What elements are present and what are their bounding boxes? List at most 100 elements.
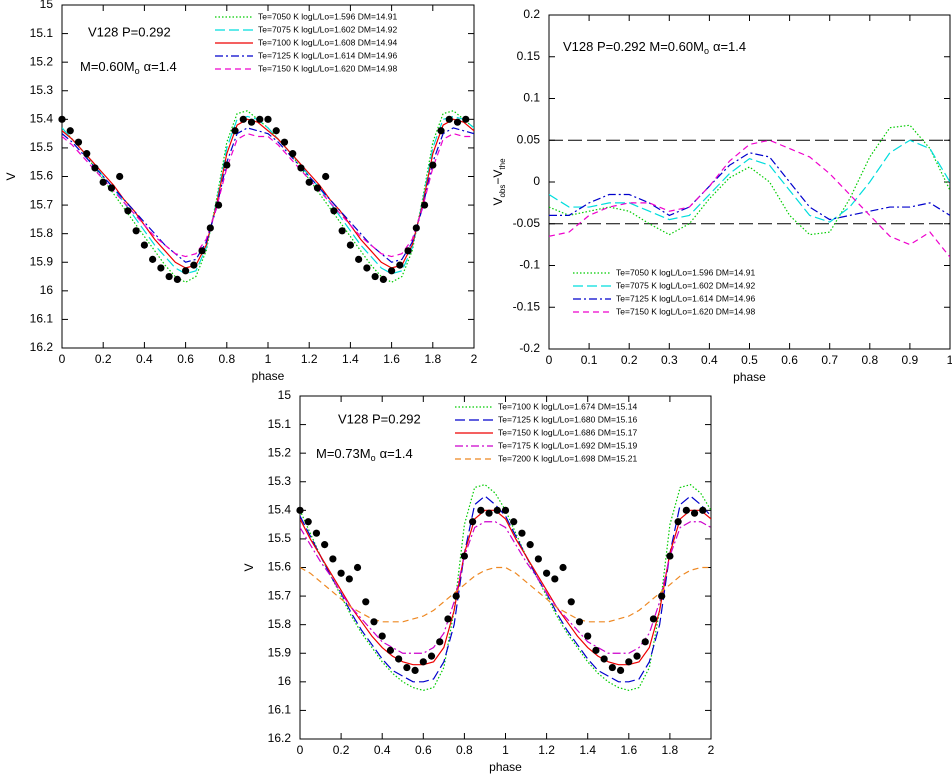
observation	[329, 555, 337, 563]
observation	[337, 569, 345, 577]
lines	[300, 483, 711, 692]
y-axis-label: V	[242, 563, 256, 571]
observation	[567, 598, 575, 606]
observation	[231, 127, 239, 135]
y-label-part: V	[491, 198, 505, 206]
observation	[395, 655, 403, 663]
observation	[58, 115, 66, 123]
y-tick-label: 16	[278, 674, 292, 688]
model-line	[300, 483, 711, 692]
model-line	[549, 124, 950, 236]
observation	[330, 207, 338, 215]
x-tick-label: 0.3	[661, 353, 678, 367]
x-tick-label: 0.6	[781, 353, 798, 367]
annotation: V128 P=0.292	[88, 24, 171, 39]
y-axis-label: Vobs−Vthe	[491, 158, 507, 206]
observation	[592, 646, 600, 654]
observation	[313, 184, 322, 192]
observation	[107, 184, 116, 192]
observation	[412, 224, 420, 232]
observation	[386, 646, 395, 654]
observation	[297, 164, 305, 172]
observation	[682, 506, 690, 514]
observation	[132, 227, 140, 235]
observation	[396, 261, 404, 269]
y-tick-label: 15.5	[268, 531, 292, 545]
observation	[280, 138, 289, 146]
observation	[264, 115, 272, 123]
observation	[534, 555, 542, 563]
legend-label: Te=7150 K logL/Lo=1.620 DM=14.98	[616, 306, 755, 316]
annotation-part: α=1.4	[380, 446, 413, 461]
observation	[173, 275, 181, 283]
legend-label: Te=7050 K logL/Lo=1.596 DM=14.91	[258, 11, 397, 21]
observation	[445, 115, 453, 123]
observation	[140, 241, 148, 249]
y-tick-label: 15	[278, 388, 292, 402]
x-tick-label: 1.8	[424, 352, 441, 366]
model-line	[62, 110, 474, 283]
observation	[674, 518, 682, 526]
y-tick-label: 15.1	[30, 26, 54, 40]
observation	[420, 201, 429, 209]
lines	[549, 124, 950, 258]
y-tick-label: 15.7	[30, 197, 54, 211]
observation	[469, 518, 477, 526]
observation	[444, 615, 452, 623]
observation	[149, 255, 157, 263]
y-tick-label: 0.15	[517, 49, 541, 63]
y-label-subscript: the	[498, 158, 507, 170]
x-tick-label: 0.7	[821, 353, 838, 367]
observation	[322, 172, 330, 181]
observation	[157, 264, 165, 272]
y-tick-label: 0	[533, 174, 540, 188]
legend-label: Te=7075 K logL/Lo=1.602 DM=14.92	[258, 24, 397, 34]
observation	[338, 227, 346, 235]
annotation: V128 P=0.292 M=0.60Mo α=1.4	[563, 39, 746, 56]
y-label-part: V	[242, 563, 256, 571]
x-tick-label: 0.4	[136, 352, 153, 366]
observation	[518, 529, 526, 537]
observation	[584, 632, 592, 640]
model-line	[62, 132, 474, 258]
legend-label: Te=7100 K logL/Lo=1.608 DM=14.94	[258, 37, 397, 47]
model-line	[300, 566, 711, 623]
x-tick-label: 0.6	[177, 352, 194, 366]
observation	[198, 247, 206, 255]
annotation-part: α=1.4	[713, 39, 746, 54]
observation	[462, 115, 470, 123]
y-tick-label: 15.3	[268, 474, 292, 488]
model-line	[549, 139, 950, 223]
model-line	[549, 139, 950, 258]
observation	[355, 255, 363, 263]
y-tick-label: 15.9	[30, 254, 54, 268]
observation	[429, 161, 437, 169]
x-axis-label: phase	[252, 369, 285, 383]
x-tick-label: 0.6	[415, 743, 432, 757]
x-tick-label: 1	[265, 352, 272, 366]
y-tick-label: 15.4	[30, 112, 54, 126]
observation	[379, 275, 387, 283]
y-tick-label: 0.05	[517, 132, 541, 146]
observation	[223, 161, 231, 169]
annotation-subscript: o	[371, 453, 376, 463]
observation	[256, 115, 264, 123]
annotation: M=0.60Mo α=1.4	[80, 59, 177, 76]
observation	[460, 552, 468, 560]
observation	[477, 506, 485, 514]
y-tick-label: 16.2	[30, 340, 54, 354]
observation	[526, 541, 534, 549]
observation	[453, 118, 462, 126]
observation	[345, 575, 353, 583]
observation	[633, 652, 641, 660]
y-tick-label: 15.8	[268, 617, 292, 631]
observation	[370, 618, 378, 626]
x-tick-label: 1.8	[662, 743, 679, 757]
observation	[74, 138, 83, 146]
observation	[658, 592, 666, 600]
x-tick-label: 0.2	[95, 352, 112, 366]
x-tick-label: 0	[297, 743, 304, 757]
observation	[362, 598, 370, 606]
model-line	[62, 127, 474, 263]
